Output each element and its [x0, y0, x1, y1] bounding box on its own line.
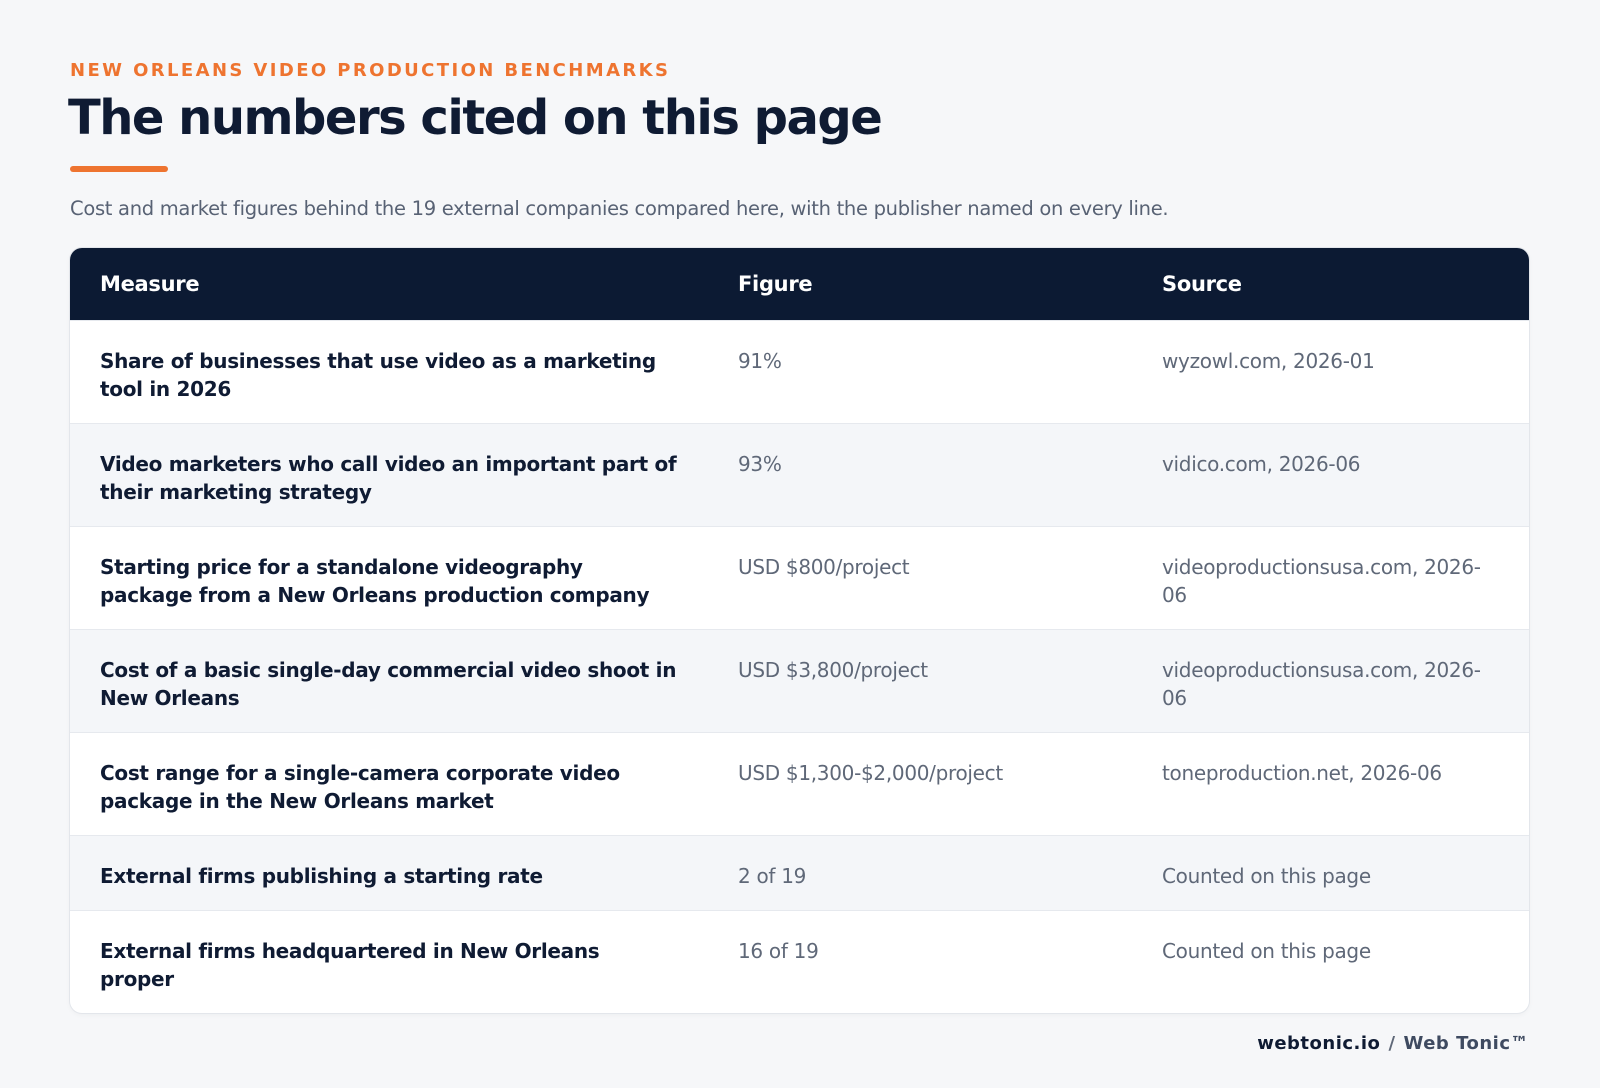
table-row: Share of businesses that use video as a … — [70, 320, 1529, 424]
eyebrow: NEW ORLEANS VIDEO PRODUCTION BENCHMARKS — [70, 60, 671, 81]
figure-cell: 91% — [708, 320, 1132, 424]
header-row: Measure Figure Source — [70, 248, 1529, 321]
source-cell: toneproduction.net, 2026-06 — [1132, 732, 1529, 836]
source-cell: vidico.com, 2026-06 — [1132, 423, 1529, 527]
separator: / — [1388, 1033, 1396, 1054]
accent-bar — [70, 166, 168, 172]
measure-cell: Cost range for a single-camera corporate… — [70, 732, 708, 836]
column-header: Source — [1132, 248, 1529, 321]
source-cell: videoproductionsusa.com, 2026-06 — [1132, 526, 1529, 630]
column-header: Measure — [70, 248, 708, 321]
table-card: Measure Figure Source Share of businesses … — [70, 248, 1529, 1013]
footer: webtonic.io / Web Tonic™ — [1257, 1033, 1529, 1054]
measure-cell: Starting price for a standalone videogra… — [70, 526, 708, 630]
table: Measure Figure Source Share of businesses … — [70, 248, 1529, 1013]
table-head: Measure Figure Source — [70, 248, 1529, 321]
figure-cell: 93% — [708, 423, 1132, 527]
table-row: External firms headquartered in New Orle… — [70, 910, 1529, 1013]
measure-cell: External firms publishing a starting rat… — [70, 835, 708, 911]
measure-cell: Cost of a basic single-day commercial vi… — [70, 629, 708, 733]
table-row: External firms publishing a starting rat… — [70, 835, 1529, 911]
brand: webtonic.io — [1257, 1033, 1381, 1054]
table-body: Share of businesses that use video as a … — [70, 320, 1529, 1013]
measure-cell: Video marketers who call video an import… — [70, 423, 708, 527]
table-row: Starting price for a standalone videogra… — [70, 526, 1529, 630]
measure-cell: Share of businesses that use video as a … — [70, 320, 708, 424]
figure-cell: 16 of 19 — [708, 910, 1132, 1013]
measure-cell: External firms headquartered in New Orle… — [70, 910, 708, 1013]
column-header: Figure — [708, 248, 1132, 321]
figure-cell: 2 of 19 — [708, 835, 1132, 911]
figure-cell: USD $1,300-$2,000/project — [708, 732, 1132, 836]
brand-name: Web Tonic™ — [1403, 1033, 1529, 1054]
source-cell: Counted on this page — [1132, 910, 1529, 1013]
figure-cell: USD $3,800/project — [708, 629, 1132, 733]
table-row: Cost range for a single-camera corporate… — [70, 732, 1529, 836]
source-cell: Counted on this page — [1132, 835, 1529, 911]
source-cell: wyzowl.com, 2026-01 — [1132, 320, 1529, 424]
source-cell: videoproductionsusa.com, 2026-06 — [1132, 629, 1529, 733]
table-row: Cost of a basic single-day commercial vi… — [70, 629, 1529, 733]
table-row: Video marketers who call video an import… — [70, 423, 1529, 527]
figure-cell: USD $800/project — [708, 526, 1132, 630]
title: The numbers cited on this page — [68, 90, 883, 146]
subtitle: Cost and market figures behind the 19 ex… — [70, 197, 1169, 220]
